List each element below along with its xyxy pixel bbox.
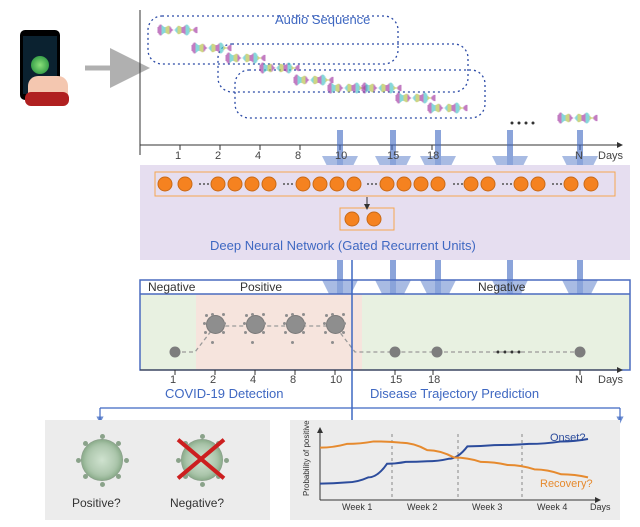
recovery-label: Recovery? xyxy=(540,478,593,490)
nn-unit-dot xyxy=(262,177,276,191)
nn-unit-dot xyxy=(330,177,344,191)
audio-window-box xyxy=(235,70,485,118)
waveform-icon xyxy=(192,43,231,54)
timeline-region-label: Positive xyxy=(240,280,282,294)
nn-unit-dot xyxy=(296,177,310,191)
onset-label: Onset? xyxy=(550,432,585,444)
virus-knob xyxy=(200,434,205,439)
chart-xtick: Week 3 xyxy=(472,502,502,512)
virus-knob xyxy=(100,482,105,487)
virus-icon xyxy=(287,316,304,333)
timeline-region-label: Negative xyxy=(478,280,525,294)
timeline-axis-tick: 15 xyxy=(390,374,402,386)
nn-unit-dot xyxy=(584,177,598,191)
waveform-icon xyxy=(158,25,197,36)
prediction-task-label: Disease Trajectory Prediction xyxy=(370,386,539,401)
nn-unit-dot xyxy=(158,177,172,191)
waveform-icon xyxy=(226,53,265,64)
nn-unit-dot xyxy=(245,177,259,191)
timeline-axis-tick: N xyxy=(575,374,583,386)
nn-unit-dot xyxy=(514,177,528,191)
timeline-axis-tick: 2 xyxy=(210,374,216,386)
virus-knob xyxy=(116,474,121,479)
audio-axis-tick: 15 xyxy=(387,150,399,162)
waveform-icon xyxy=(428,103,467,114)
negative-label: Negative? xyxy=(170,496,224,510)
nn-unit-dot xyxy=(380,177,394,191)
timeline-axis-label: Days xyxy=(598,374,623,386)
audio-axis-tick: 4 xyxy=(255,150,261,162)
audio-axis-tick: 2 xyxy=(215,150,221,162)
nn-unit-dot xyxy=(464,177,478,191)
cuff-icon xyxy=(25,92,69,106)
timeline-gray-dot xyxy=(170,347,181,358)
nn-unit-dot xyxy=(481,177,495,191)
nn-unit-dot xyxy=(414,177,428,191)
chart-ylabel: Probability of positive xyxy=(302,420,311,496)
chart-xtick: Week 4 xyxy=(537,502,567,512)
nn-unit-dot xyxy=(431,177,445,191)
audio-axis-tick: N xyxy=(575,150,583,162)
audio-axis-tick: 10 xyxy=(335,150,347,162)
nn-unit-dot xyxy=(178,177,192,191)
virus-icon xyxy=(247,316,264,333)
virus-knob xyxy=(100,434,105,439)
nn-unit-dot xyxy=(211,177,225,191)
virus-knob xyxy=(83,441,88,446)
nn-unit-dot xyxy=(313,177,327,191)
virus-knob xyxy=(124,458,129,463)
timeline-axis-tick: 18 xyxy=(428,374,440,386)
waveform-icon xyxy=(294,75,333,86)
virus-knob xyxy=(76,458,81,463)
audio-sequence-title: Audio Sequence xyxy=(275,12,370,27)
virus-icon xyxy=(327,316,344,333)
audio-window-box xyxy=(218,44,468,92)
nn-unit-dot xyxy=(397,177,411,191)
green-virus-icon xyxy=(81,439,123,481)
timeline-region-label: Negative xyxy=(148,280,195,294)
nn-bottleneck-dot xyxy=(345,212,359,226)
timeline-gray-dot xyxy=(432,347,443,358)
virus-knob xyxy=(83,474,88,479)
audio-axis-tick: 1 xyxy=(175,150,181,162)
nn-unit-dot xyxy=(347,177,361,191)
chart-xlabel: Days xyxy=(590,502,611,512)
timeline-axis-tick: 8 xyxy=(290,374,296,386)
chart-xtick: Week 1 xyxy=(342,502,372,512)
virus-knob xyxy=(224,458,229,463)
nn-unit-dot xyxy=(531,177,545,191)
waveform-icon xyxy=(396,93,435,104)
timeline-gray-dot xyxy=(575,347,586,358)
nn-label: Deep Neural Network (Gated Recurrent Uni… xyxy=(210,238,476,253)
audio-axis-tick: 18 xyxy=(427,150,439,162)
virus-icon xyxy=(207,316,224,333)
timeline-region xyxy=(362,294,630,370)
virus-knob xyxy=(176,458,181,463)
virus-knob xyxy=(200,482,205,487)
audio-axis-label: Days xyxy=(598,150,623,162)
phone-icon xyxy=(20,30,75,110)
phone-dot-icon xyxy=(31,56,49,74)
detection-task-label: COVID-19 Detection xyxy=(165,386,284,401)
chart-xtick: Week 2 xyxy=(407,502,437,512)
timeline-axis-tick: 1 xyxy=(170,374,176,386)
virus-positive-icon xyxy=(78,436,124,482)
nn-unit-dot xyxy=(228,177,242,191)
timeline-gray-dot xyxy=(390,347,401,358)
audio-axis-tick: 8 xyxy=(295,150,301,162)
nn-unit-dot xyxy=(564,177,578,191)
virus-knob xyxy=(116,441,121,446)
timeline-axis-tick: 10 xyxy=(330,374,342,386)
timeline-axis-tick: 4 xyxy=(250,374,256,386)
timeline-region xyxy=(140,294,196,370)
nn-bottleneck-dot xyxy=(367,212,381,226)
waveform-icon xyxy=(558,113,597,124)
positive-label: Positive? xyxy=(72,496,121,510)
